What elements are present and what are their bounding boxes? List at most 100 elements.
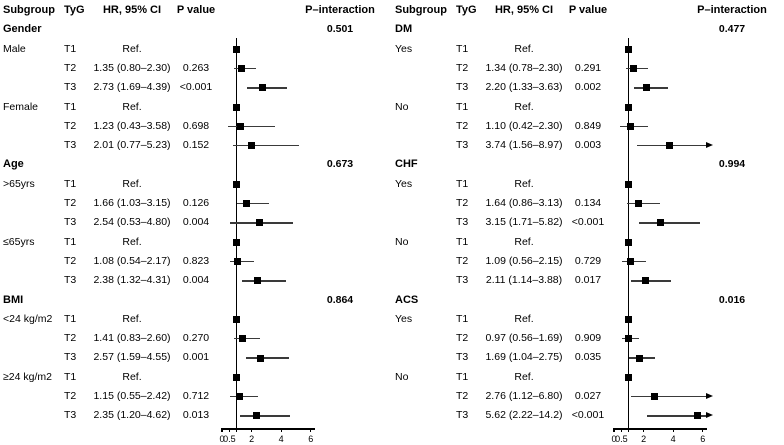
tyg-label: T1 <box>456 312 469 325</box>
forest-square-marker <box>626 122 634 130</box>
hr-ci-text: 2.38 (1.32–4.31) <box>93 274 171 287</box>
tyg-label: T1 <box>456 100 469 113</box>
axis-tick <box>643 428 645 432</box>
p-value: <0.001 <box>179 81 213 94</box>
column-header-hr-ci: HR, 95% CI <box>102 4 162 16</box>
forest-square-marker <box>239 335 247 343</box>
tyg-label: T1 <box>456 177 469 190</box>
hr-ci-text: Ref. <box>122 177 142 190</box>
subgroup-label: <24 kg/m2 <box>3 312 53 325</box>
tyg-label: T3 <box>64 409 77 422</box>
section-p-interaction: 0.673 <box>326 158 354 171</box>
forest-square-marker <box>233 45 241 53</box>
hr-ci-text: 1.64 (0.86–3.13) <box>485 197 563 209</box>
tyg-label: T2 <box>64 390 77 402</box>
p-value: 0.035 <box>574 351 602 364</box>
forest-square-marker <box>657 219 665 227</box>
hr-ci-text: 1.08 (0.54–2.17) <box>93 254 171 267</box>
tyg-label: T2 <box>456 61 469 74</box>
hr-ci-text: 0.97 (0.56–1.69) <box>485 332 563 345</box>
tyg-label: T3 <box>456 216 469 229</box>
p-value: 0.152 <box>182 139 210 152</box>
column-header-p-interaction: P–interaction <box>697 4 767 16</box>
forest-square-marker <box>624 335 632 343</box>
hr-ci-text: 1.23 (0.43–3.58) <box>93 119 171 132</box>
subgroup-label: Yes <box>395 312 413 325</box>
subgroup-label: No <box>395 235 409 248</box>
ci-line <box>633 87 668 89</box>
forest-square-marker <box>234 258 242 266</box>
section-label: Gender <box>3 23 42 36</box>
axis-tick <box>280 428 282 432</box>
tyg-label: T2 <box>64 197 77 209</box>
hr-ci-text: 2.76 (1.12–6.80) <box>485 390 563 402</box>
ci-line <box>620 125 649 128</box>
hr-ci-text: 1.41 (0.83–2.60) <box>93 332 171 345</box>
section-p-interaction: 0.994 <box>718 158 746 171</box>
tyg-label: T3 <box>456 139 469 152</box>
forest-square-marker <box>256 354 264 362</box>
ci-line <box>639 222 701 224</box>
p-value: 0.003 <box>574 139 602 152</box>
column-header-tyg: TyG <box>456 4 477 16</box>
axis-tick <box>251 428 253 432</box>
forest-square-marker <box>643 84 651 92</box>
forest-square-marker <box>233 373 241 381</box>
p-value: 0.712 <box>182 390 210 402</box>
p-value: 0.027 <box>574 390 602 402</box>
forest-square-marker <box>233 180 241 188</box>
ci-arrow-icon <box>706 412 714 419</box>
forest-square-marker <box>693 412 701 420</box>
tyg-label: T1 <box>64 312 77 325</box>
p-value: 0.013 <box>182 409 210 422</box>
hr-ci-text: 2.54 (0.53–4.80) <box>93 216 171 229</box>
hr-ci-text: 2.35 (1.20–4.62) <box>93 409 171 422</box>
tyg-label: T2 <box>456 390 469 402</box>
hr-ci-text: 1.15 (0.55–2.42) <box>93 390 171 402</box>
axis-tick-label: 4 <box>670 433 676 444</box>
ci-line <box>228 125 275 128</box>
ci-arrow-icon <box>706 393 714 400</box>
axis-tick-label: 0 <box>611 433 617 444</box>
section-p-interaction: 0.016 <box>718 293 746 306</box>
forest-panel-left: Subgroup TyG HR, 95% CI P value P–interactio… <box>3 4 375 444</box>
forest-square-marker <box>236 122 244 130</box>
axis-tick <box>672 428 674 432</box>
forest-square-marker <box>665 142 673 150</box>
hr-ci-text: 5.62 (2.22–14.2) <box>485 409 563 422</box>
forest-square-marker <box>641 277 649 285</box>
hr-ci-text: Ref. <box>122 100 142 113</box>
p-value: 0.004 <box>182 274 210 287</box>
section-label: CHF <box>395 158 418 171</box>
ci-line <box>646 415 708 417</box>
hr-ci-text: Ref. <box>122 235 142 248</box>
forest-square-marker <box>253 277 261 285</box>
p-value: 0.017 <box>574 274 602 287</box>
ci-line <box>237 202 269 205</box>
column-header-subgroup: Subgroup <box>395 4 447 16</box>
forest-square-marker <box>233 103 241 111</box>
tyg-label: T1 <box>456 370 469 383</box>
ci-line <box>247 87 287 89</box>
tyg-label: T1 <box>64 100 77 113</box>
p-value: 0.002 <box>574 81 602 94</box>
tyg-label: T3 <box>64 81 77 94</box>
section-p-interaction: 0.864 <box>326 293 354 306</box>
hr-ci-text: Ref. <box>514 100 534 113</box>
tyg-label: T1 <box>456 235 469 248</box>
forest-square-marker <box>625 103 633 111</box>
axis-tick-label: 0.5 <box>615 433 628 444</box>
hr-ci-text: Ref. <box>514 370 534 383</box>
hr-ci-text: 1.35 (0.80–2.30) <box>93 61 171 74</box>
hr-ci-text: Ref. <box>514 312 534 325</box>
column-header-subgroup: Subgroup <box>3 4 55 16</box>
forest-square-marker <box>235 393 243 401</box>
hr-ci-text: 1.66 (1.03–3.15) <box>93 197 171 209</box>
x-axis <box>614 428 707 430</box>
subgroup-label: Yes <box>395 177 413 190</box>
subgroup-label: No <box>395 370 409 383</box>
tyg-label: T3 <box>456 409 469 422</box>
tyg-label: T3 <box>64 274 77 287</box>
ci-line <box>234 338 261 340</box>
